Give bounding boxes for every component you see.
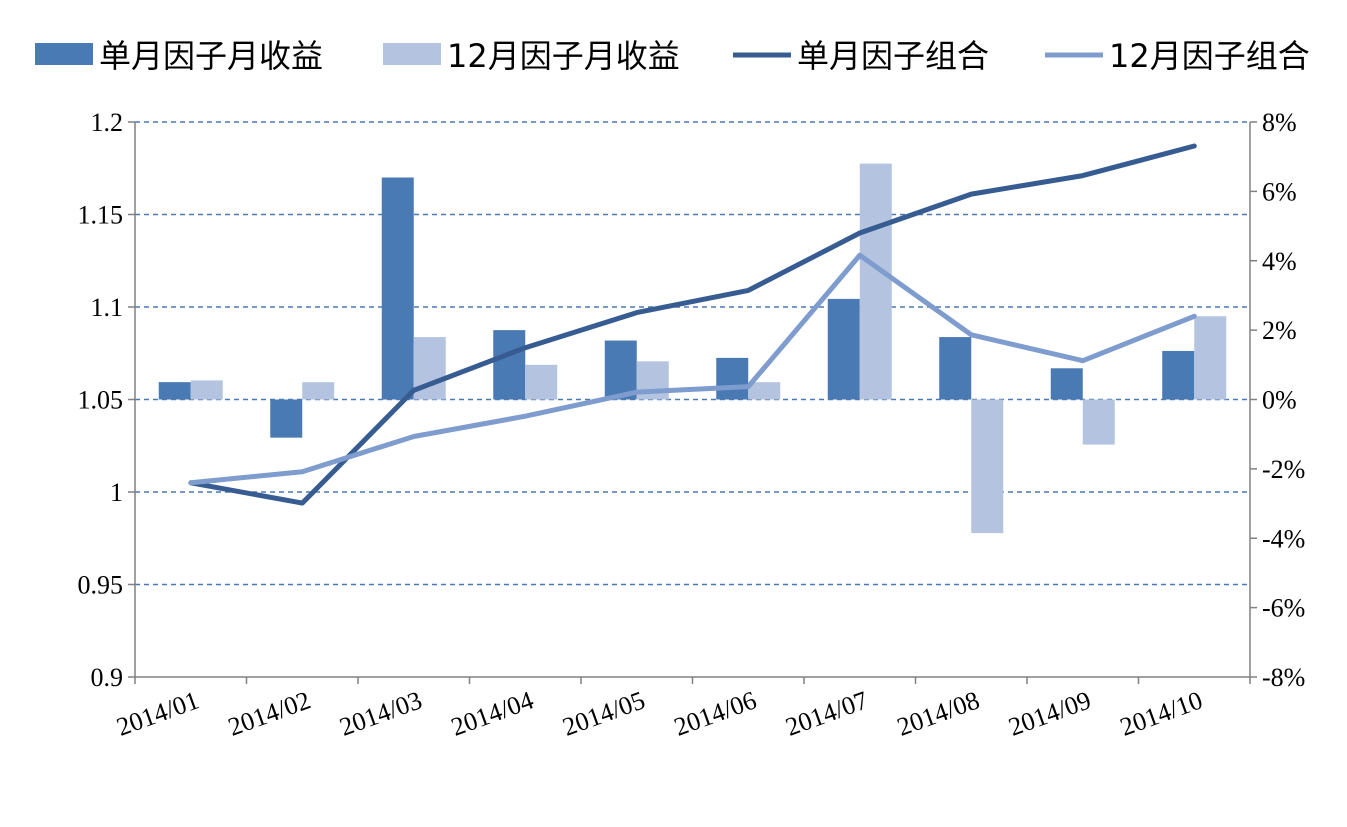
gridlines (135, 121, 1250, 586)
left-tick-label: 0.95 (78, 571, 124, 600)
bar-single-month-2014/04 (493, 330, 526, 400)
left-tick-label: 1.05 (78, 386, 124, 415)
x-tick-label: 2014/07 (782, 685, 872, 741)
right-tick-label: 0% (1262, 386, 1297, 415)
left-tick-label: 1.1 (91, 293, 124, 322)
bar-twelve-month-2014/09 (1082, 399, 1115, 445)
x-tick-label: 2014/02 (224, 685, 314, 741)
x-tick-label: 2014/06 (670, 685, 760, 741)
right-tick-label: -2% (1262, 455, 1305, 484)
x-tick-label: 2014/04 (447, 685, 537, 741)
bars (158, 163, 1227, 534)
legend-twelve-month-return-label: 12月因子月收益 (447, 37, 680, 75)
bar-twelve-month-2014/10 (1194, 316, 1227, 400)
legend-single-month-portfolio-label: 单月因子组合 (797, 37, 989, 75)
x-tick-label: 2014/03 (336, 685, 426, 741)
legend-twelve-month-portfolio-label: 12月因子组合 (1109, 37, 1310, 75)
bar-single-month-2014/02 (270, 399, 303, 438)
right-tick-label: -8% (1262, 663, 1305, 692)
tick-labels: 0.9 0.95 1 1.05 1.1 1.15 1.2 -8% -6% -4% -2% 0% 2% 4%… (78, 108, 1306, 742)
right-tick-label: 6% (1262, 177, 1297, 206)
line-twelve-month-portfolio (188, 252, 1197, 486)
left-tick-label: 0.9 (91, 663, 124, 692)
legend-twelve-month-return-swatch (383, 43, 441, 65)
x-tick-label: 2014/10 (1116, 685, 1206, 741)
bar-single-month-2014/07 (827, 298, 860, 400)
bar-single-month-2014/10 (1162, 350, 1195, 400)
bar-single-month-2014/01 (158, 382, 191, 400)
x-tick-label: 2014/01 (113, 685, 203, 741)
line-single-month-portfolio (188, 143, 1197, 506)
bar-single-month-2014/09 (1050, 368, 1083, 400)
right-tick-label: 2% (1262, 316, 1297, 345)
bar-twelve-month-2014/04 (525, 364, 558, 400)
bar-single-month-2014/08 (939, 337, 972, 400)
legend-single-month-return-swatch (35, 43, 93, 65)
legend-single-month-return-label: 单月因子月收益 (99, 37, 323, 75)
right-tick-label: 8% (1262, 108, 1297, 137)
right-tick-label: -6% (1262, 594, 1305, 623)
x-tick-label: 2014/09 (1005, 685, 1095, 741)
x-tick-label: 2014/05 (559, 685, 649, 741)
bar-single-month-2014/05 (604, 340, 637, 400)
axes (128, 121, 1257, 684)
right-tick-label: -4% (1262, 524, 1305, 553)
bar-twelve-month-2014/01 (190, 380, 223, 400)
bar-single-month-2014/06 (716, 357, 749, 400)
bar-single-month-2014/03 (381, 177, 414, 400)
lines (188, 143, 1197, 506)
bar-twelve-month-2014/06 (748, 382, 781, 400)
legend: 单月因子月收益 12月因子月收益 单月因子组合 12月因子组合 (35, 37, 1310, 75)
left-tick-label: 1.15 (78, 201, 124, 230)
left-tick-label: 1.2 (91, 108, 124, 137)
bar-twelve-month-2014/07 (859, 163, 892, 400)
left-tick-label: 1 (110, 478, 123, 507)
bar-twelve-month-2014/08 (971, 399, 1004, 534)
x-tick-label: 2014/08 (893, 685, 983, 741)
right-tick-label: 4% (1262, 247, 1297, 276)
bar-twelve-month-2014/02 (302, 382, 335, 400)
